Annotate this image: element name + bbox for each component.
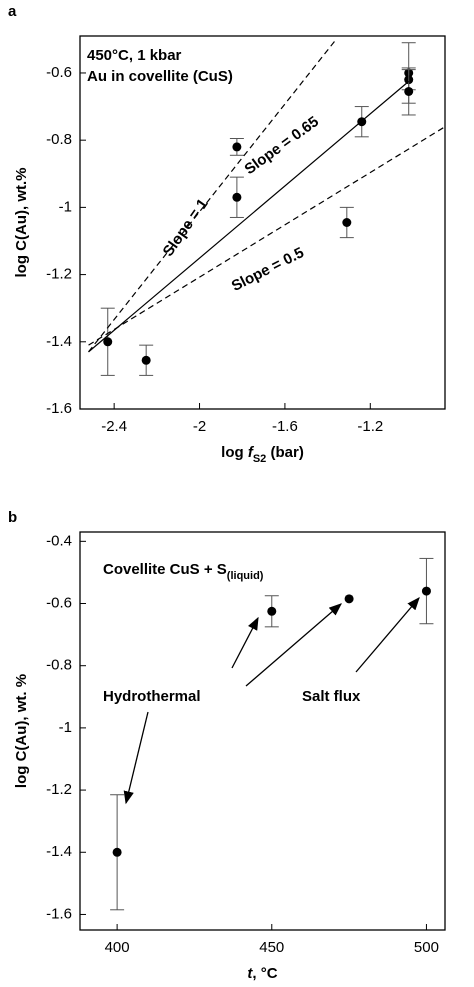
x-tick-label: -1.2	[357, 418, 383, 435]
data-point	[141, 355, 151, 365]
x-tick-label: 450	[259, 939, 284, 956]
y-tick-label: -0.8	[46, 131, 72, 148]
annotation: Salt flux	[302, 688, 361, 705]
panel-label: b	[8, 509, 17, 526]
arrow	[231, 616, 259, 669]
data-point	[344, 594, 354, 604]
data-point	[103, 337, 113, 347]
plot-frame	[79, 531, 446, 931]
y-tick-label: -0.6	[46, 64, 72, 81]
arrow	[123, 711, 149, 805]
arrow	[355, 597, 420, 673]
fit-line	[88, 80, 410, 353]
annotation: Slope = 1	[160, 196, 212, 260]
x-axis-label-part: t	[247, 965, 253, 982]
plot-frame	[79, 35, 446, 410]
x-axis-label: log fS2 (bar)	[221, 444, 304, 465]
y-tick-label: -0.4	[46, 532, 72, 549]
y-tick-label: -1	[59, 719, 72, 736]
data-point	[232, 192, 242, 202]
x-tick-label: -2.4	[101, 418, 127, 435]
annotation-subscript: (liquid)	[227, 570, 264, 582]
y-tick-label: -1.4	[46, 333, 72, 350]
annotation-part: Covellite CuS + S	[103, 561, 227, 578]
y-axis-label: log C(Au), wt. %	[13, 674, 30, 788]
y-tick-label: -0.8	[46, 657, 72, 674]
data-point	[421, 586, 431, 596]
annotation: Hydrothermal	[103, 688, 201, 705]
x-axis-label-part: f	[248, 444, 255, 461]
y-tick-label: -1.4	[46, 843, 72, 860]
x-tick-label: 400	[105, 939, 130, 956]
x-axis-label-part: S2	[253, 453, 266, 465]
y-axis-label: log C(Au), wt.%	[13, 168, 30, 278]
y-tick-label: -1.6	[46, 400, 72, 417]
y-tick-label: -1.2	[46, 781, 72, 798]
x-tick-label: 500	[414, 939, 439, 956]
annotation: Slope = 0.5	[229, 244, 307, 295]
x-axis-label-part: , °C	[252, 965, 277, 982]
y-tick-label: -0.6	[46, 594, 72, 611]
annotation: Covellite CuS + S(liquid)	[103, 561, 264, 582]
data-point	[267, 606, 277, 616]
data-point	[112, 847, 122, 857]
x-axis-label: t, °C	[247, 965, 277, 982]
y-tick-label: -1.6	[46, 905, 72, 922]
arrows	[123, 597, 420, 805]
fit-line	[88, 38, 337, 353]
x-axis-label-part: (bar)	[266, 444, 304, 461]
data-point	[232, 142, 242, 152]
arrow	[245, 603, 342, 687]
annotation: Au in covellite (CuS)	[87, 68, 233, 85]
y-tick-label: -1.2	[46, 266, 72, 283]
data-point	[342, 218, 352, 227]
x-tick-label: -1.6	[272, 418, 298, 435]
data-point	[404, 86, 414, 96]
x-tick-label: -2	[193, 418, 206, 435]
annotation: Slope = 0.65	[241, 113, 321, 178]
x-axis-label-part: log	[221, 444, 248, 461]
y-tick-label: -1	[59, 198, 72, 215]
annotation: 450°C, 1 kbar	[87, 47, 182, 64]
panel-label: a	[8, 3, 17, 20]
